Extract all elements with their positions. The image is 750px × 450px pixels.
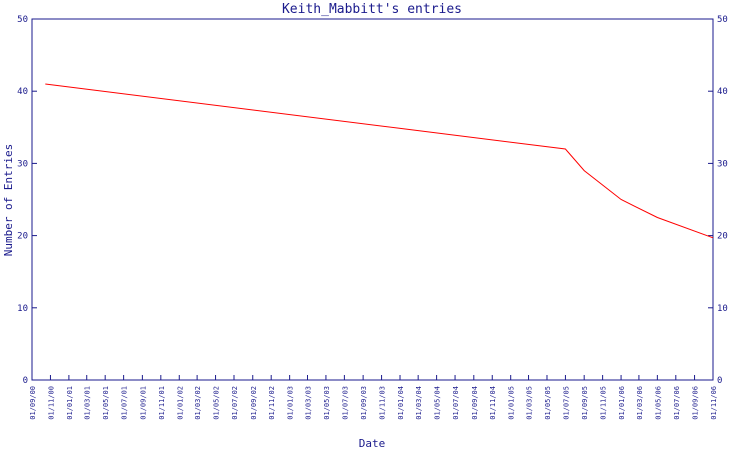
y-tick-label-right: 30 — [717, 159, 728, 169]
series-group — [45, 83, 714, 239]
chart-title: Keith_Mabbitt's entries — [282, 2, 462, 17]
y-tick-label-right: 50 — [717, 15, 728, 25]
y-tick-label-left: 40 — [17, 87, 28, 97]
x-tick-label: 01/11/01 — [158, 386, 166, 420]
series-line — [45, 83, 714, 239]
x-tick-label: 01/03/04 — [415, 386, 423, 420]
x-tick-label: 01/03/05 — [526, 386, 534, 420]
x-tick-label: 01/11/02 — [268, 386, 276, 420]
x-tick-label: 01/09/06 — [692, 386, 700, 420]
x-axis-label: Date — [359, 437, 386, 450]
x-tick-label: 01/11/06 — [710, 386, 718, 420]
x-tick-label: 01/09/04 — [471, 386, 479, 420]
y-tick-label-right: 10 — [717, 304, 728, 314]
x-tick-label: 01/01/05 — [508, 386, 516, 420]
x-tick-label: 01/09/02 — [250, 386, 258, 420]
x-tick-label: 01/03/02 — [194, 386, 202, 420]
x-tick-label: 01/11/05 — [600, 386, 608, 420]
x-tick-label: 01/05/05 — [544, 386, 552, 420]
x-tick-label: 01/01/01 — [66, 386, 74, 420]
y-tick-label-right: 20 — [717, 232, 728, 242]
x-tick-label: 01/07/06 — [673, 386, 681, 420]
y-axis-label: Number of Entries — [2, 144, 15, 257]
x-tick-label: 01/05/02 — [213, 386, 221, 420]
x-tick-label: 01/05/01 — [102, 386, 110, 420]
y-axis-left: 0 10 20 30 40 50 — [17, 15, 37, 386]
x-tick-label: 01/09/00 — [29, 386, 37, 420]
x-tick-label: 01/03/03 — [304, 386, 312, 420]
x-tick-label: 01/05/04 — [434, 386, 442, 420]
y-tick-label-left: 50 — [17, 15, 28, 25]
x-tick-label: 01/03/06 — [636, 386, 644, 420]
x-tick-label: 01/09/05 — [581, 386, 589, 420]
y-tick-label-right: 0 — [717, 376, 722, 386]
x-tick-label: 01/05/06 — [654, 386, 662, 420]
x-tick-label: 01/09/01 — [139, 386, 147, 420]
x-axis: 01/09/00 01/11/00 01/01/01 01/03/01 01/05/01… — [29, 375, 718, 420]
y-tick-label-left: 10 — [17, 304, 28, 314]
x-tick-label: 01/01/02 — [176, 386, 184, 420]
x-tick-label: 01/11/00 — [47, 386, 55, 420]
plot-area — [31, 18, 714, 381]
x-tick-label: 01/11/04 — [489, 386, 497, 420]
x-tick-label: 01/07/04 — [452, 386, 460, 420]
x-tick-label: 01/05/03 — [323, 386, 331, 420]
y-tick-label-left: 20 — [17, 232, 28, 242]
y-tick-label-right: 40 — [717, 87, 728, 97]
x-tick-label: 01/09/03 — [360, 386, 368, 420]
x-tick-label: 01/07/05 — [562, 386, 570, 420]
x-tick-label: 01/01/03 — [287, 386, 295, 420]
y-tick-label-left: 0 — [23, 376, 28, 386]
x-tick-label: 01/07/01 — [121, 386, 129, 420]
x-tick-label: 01/07/02 — [231, 386, 239, 420]
y-axis-right: 0 10 20 30 40 50 — [708, 15, 728, 386]
x-tick-label: 01/11/03 — [379, 386, 387, 420]
x-tick-label: 01/03/01 — [84, 386, 92, 420]
x-tick-label: 01/01/06 — [618, 386, 626, 420]
y-tick-label-left: 30 — [17, 159, 28, 169]
x-tick-label: 01/01/04 — [397, 386, 405, 420]
x-tick-label: 01/07/03 — [341, 386, 349, 420]
